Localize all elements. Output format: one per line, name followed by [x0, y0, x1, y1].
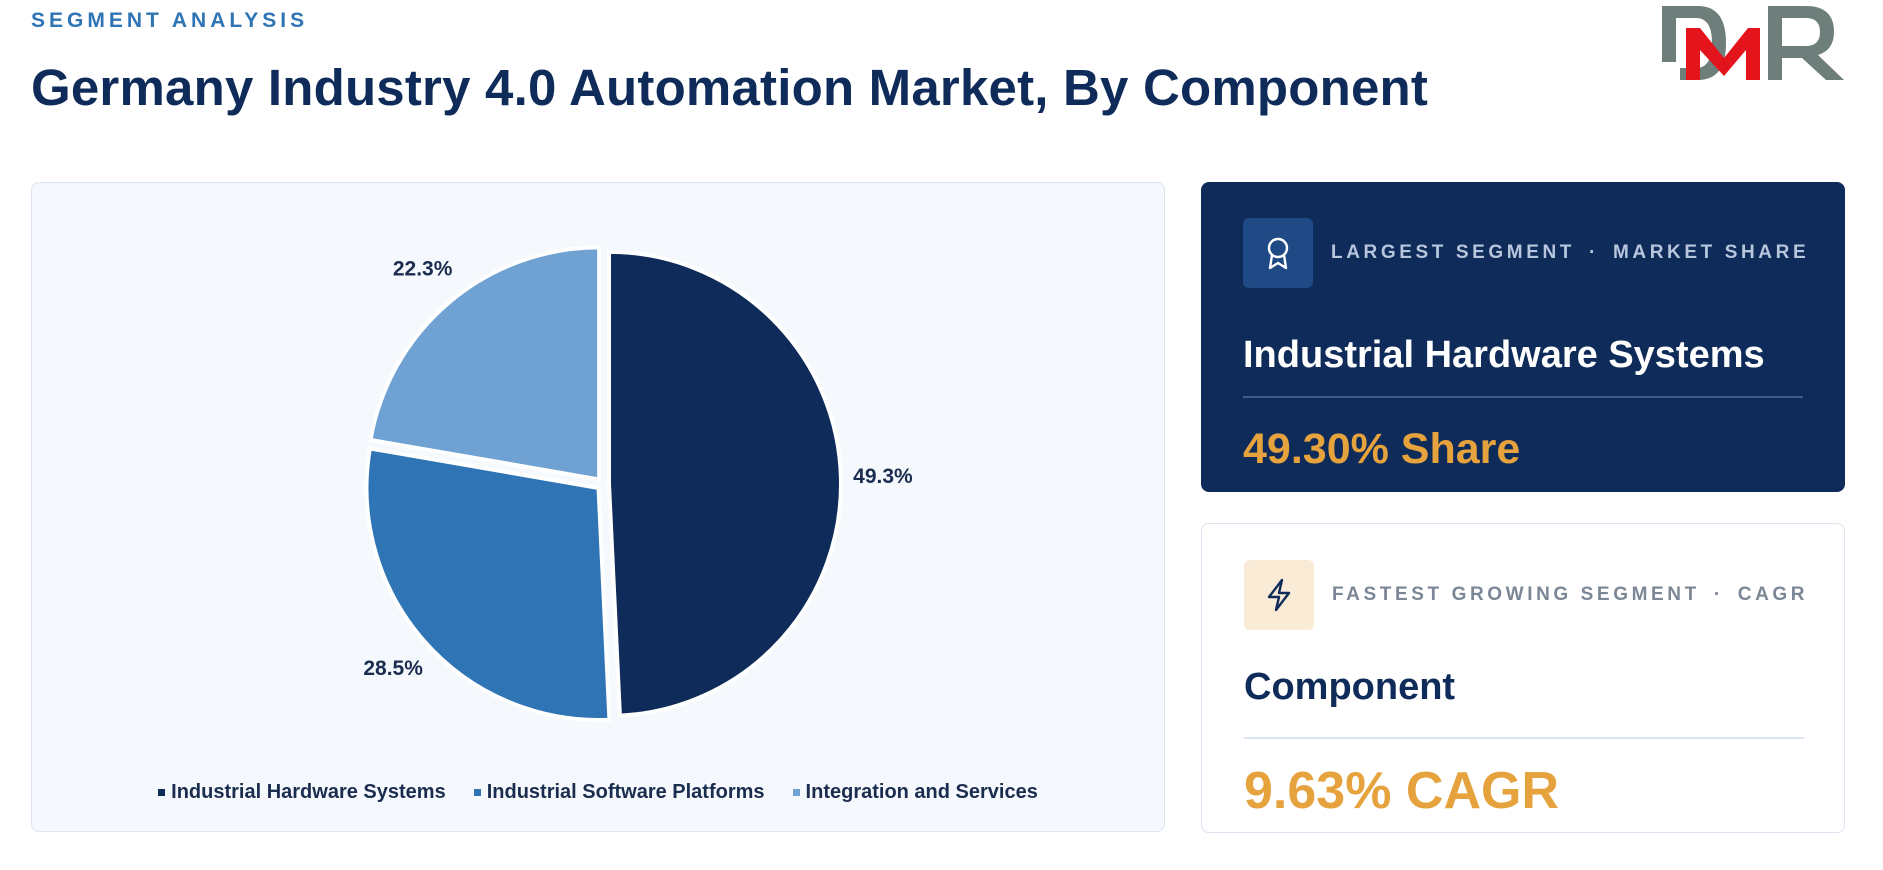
legend-label: Industrial Software Platforms: [486, 781, 765, 803]
segment-name: Component: [1244, 666, 1456, 708]
kicker-left: LARGEST SEGMENT: [1331, 242, 1576, 263]
legend-item-services[interactable]: Integration and Services: [792, 781, 1038, 804]
share-metric: 49.30% Share: [1243, 425, 1521, 473]
kicker-right: MARKET SHARE: [1612, 242, 1810, 263]
largest-segment-card: LARGEST SEGMENT · MARKET SHARE Industrial …: [1201, 182, 1845, 492]
pie-chart: 49.3% 28.5% 22.3%: [363, 245, 913, 722]
kicker-right: CAGR: [1737, 584, 1809, 605]
pie-slice-software[interactable]: [364, 446, 612, 722]
legend-label: Industrial Hardware Systems: [171, 781, 446, 803]
divider: [1244, 737, 1804, 739]
card-kicker: LARGEST SEGMENT · MARKET SHARE: [1331, 242, 1809, 264]
fastest-segment-card: FASTEST GROWING SEGMENT · CAGR Component 9…: [1201, 523, 1845, 833]
page-title: Germany Industry 4.0 Automation Market, …: [31, 59, 1429, 116]
kicker-separator: ·: [1589, 242, 1599, 263]
chart-legend: Industrial Hardware Systems Industrial S…: [32, 781, 1164, 804]
pie-slice-hardware[interactable]: [606, 249, 844, 718]
slice-percent-label: 22.3%: [393, 257, 453, 280]
slice-percent-label: 28.5%: [363, 657, 423, 680]
dmr-logo: [1662, 6, 1844, 80]
kicker-separator: ·: [1713, 584, 1724, 605]
legend-item-software[interactable]: Industrial Software Platforms: [473, 781, 765, 804]
pie-chart-panel: 49.3% 28.5% 22.3% Industrial Hardware Syst…: [31, 182, 1165, 832]
legend-swatch: [473, 789, 481, 796]
lightning-icon: [1244, 560, 1314, 630]
kicker-left: FASTEST GROWING SEGMENT: [1332, 584, 1700, 605]
slice-percent-label: 49.3%: [853, 465, 913, 488]
card-kicker: FASTEST GROWING SEGMENT · CAGR: [1332, 584, 1808, 606]
legend-swatch: [792, 789, 800, 796]
legend-item-hardware[interactable]: Industrial Hardware Systems: [158, 781, 446, 804]
legend-swatch: [158, 789, 166, 796]
cagr-metric: 9.63% CAGR: [1244, 762, 1559, 820]
legend-label: Integration and Services: [805, 781, 1038, 803]
award-icon: [1243, 218, 1313, 288]
divider: [1243, 396, 1803, 398]
section-eyebrow: SEGMENT ANALYSIS: [31, 9, 309, 32]
pie-slice-services[interactable]: [368, 245, 602, 482]
segment-name: Industrial Hardware Systems: [1243, 334, 1765, 376]
